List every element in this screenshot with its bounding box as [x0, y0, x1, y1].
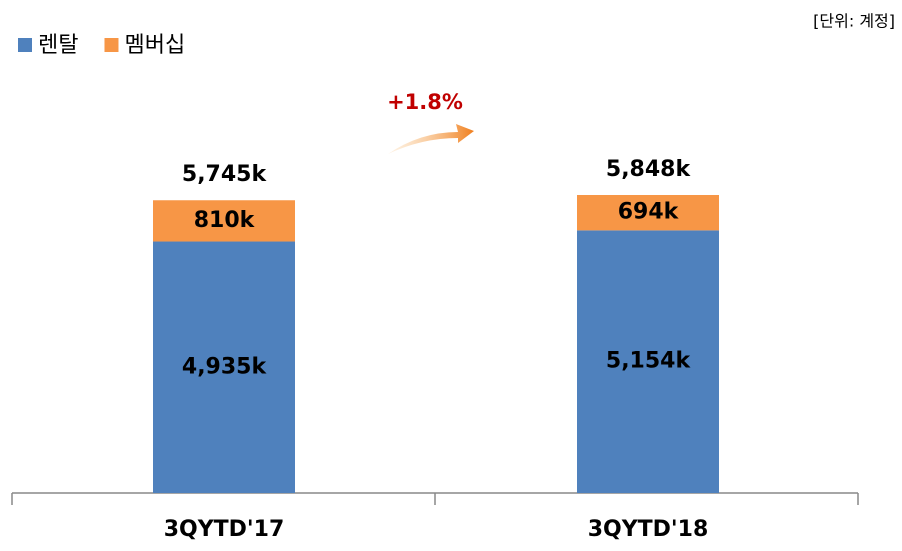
- value-label: 5,154k: [606, 349, 692, 374]
- growth-arrow: [388, 124, 474, 154]
- value-label: 4,935k: [182, 354, 268, 379]
- bar-segment: [153, 241, 295, 493]
- legend-label: 멤버십: [124, 33, 185, 58]
- x-tick-label: 3QYTD'18: [588, 517, 709, 542]
- bar-segment: [577, 230, 719, 493]
- bar-segment: [577, 195, 719, 231]
- total-label: 5,848k: [606, 157, 692, 182]
- annotation: +1.8%: [387, 90, 463, 114]
- value-label: 694k: [618, 200, 680, 225]
- bar-segment: [153, 200, 295, 242]
- x-tick-label: 3QYTD'17: [164, 517, 285, 542]
- legend-swatch: [18, 38, 32, 52]
- legend-swatch: [104, 38, 119, 52]
- value-label: 810k: [194, 208, 256, 233]
- legend-label: 렌탈: [38, 33, 78, 58]
- unit-note: [단위: 계정]: [813, 12, 895, 31]
- total-label: 5,745k: [182, 162, 268, 187]
